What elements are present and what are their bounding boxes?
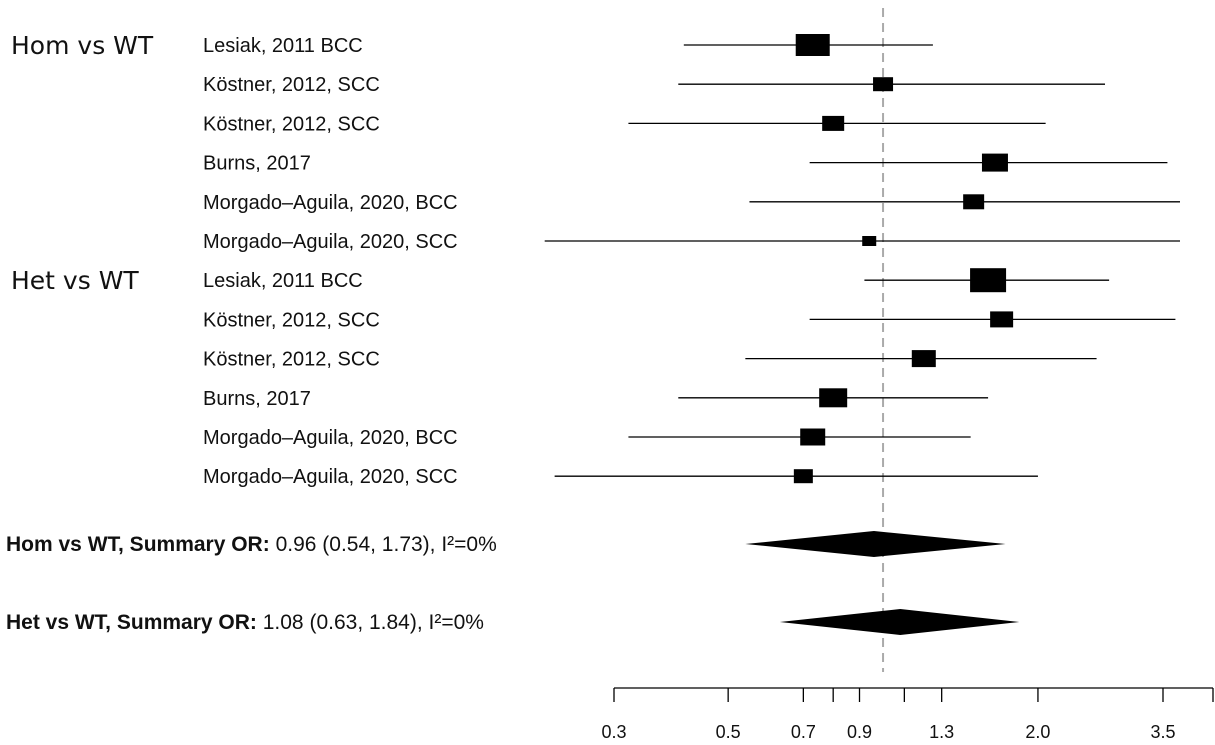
summary-label-value: 0.96 (0.54, 1.73), I²=0%: [270, 533, 497, 556]
tick-label: 1.3: [929, 722, 954, 742]
summary-diamond: [745, 531, 1006, 557]
point-estimate-box: [911, 350, 936, 368]
tick-label: 0.9: [847, 722, 872, 742]
summary-diamond: [779, 609, 1020, 635]
group-label: Hom vs WT: [11, 31, 154, 60]
tick-label: 2.0: [1025, 722, 1050, 742]
point-estimate-box: [793, 469, 813, 484]
summary-rows: Hom vs WT, Summary OR: 0.96 (0.54, 1.73)…: [6, 531, 1020, 635]
tick-label: 0.3: [601, 722, 626, 742]
study-label: Burns, 2017: [203, 388, 311, 410]
tick-label: 0.7: [791, 722, 816, 742]
study-label: Burns, 2017: [203, 153, 311, 175]
point-estimate-box: [873, 77, 894, 92]
summary-label-bold: Hom vs WT, Summary OR:: [6, 533, 270, 556]
point-estimate-box: [822, 115, 845, 131]
study-label: Morgado–Aguila, 2020, SCC: [203, 466, 458, 488]
point-estimate-box: [981, 153, 1008, 172]
point-estimate-box: [862, 236, 877, 246]
point-estimate-box: [963, 194, 985, 210]
tick-label: 0.5: [716, 722, 741, 742]
study-label: Lesiak, 2011 BCC: [203, 270, 363, 292]
x-axis: 0.3 0.5 0.7 0.9 1.3 2.0 3.5: [601, 687, 1214, 742]
summary-label-value: 1.08 (0.63, 1.84), I²=0%: [257, 611, 484, 634]
study-label: Morgado–Aguila, 2020, BCC: [203, 192, 458, 214]
point-estimate-box: [800, 428, 826, 446]
study-rows: Hom vs WT Lesiak, 2011 BCC Köstner, 2012, …: [11, 31, 1180, 488]
point-estimate-box: [990, 311, 1014, 328]
study-label: Morgado–Aguila, 2020, SCC: [203, 231, 458, 253]
point-estimate-box: [819, 388, 848, 408]
study-label: Köstner, 2012, SCC: [203, 349, 380, 371]
point-estimate-box: [795, 34, 830, 56]
study-label: Köstner, 2012, SCC: [203, 113, 380, 135]
study-label: Köstner, 2012, SCC: [203, 309, 380, 331]
summary-label: Het vs WT, Summary OR: 1.08 (0.63, 1.84)…: [6, 611, 484, 634]
summary-label-bold: Het vs WT, Summary OR:: [6, 611, 257, 634]
summary-label: Hom vs WT, Summary OR: 0.96 (0.54, 1.73)…: [6, 533, 497, 556]
point-estimate-box: [970, 268, 1007, 293]
group-label: Het vs WT: [11, 266, 139, 295]
study-label: Morgado–Aguila, 2020, BCC: [203, 427, 458, 449]
study-label: Köstner, 2012, SCC: [203, 74, 380, 96]
tick-label: 3.5: [1150, 722, 1175, 742]
study-label: Lesiak, 2011 BCC: [203, 35, 363, 57]
